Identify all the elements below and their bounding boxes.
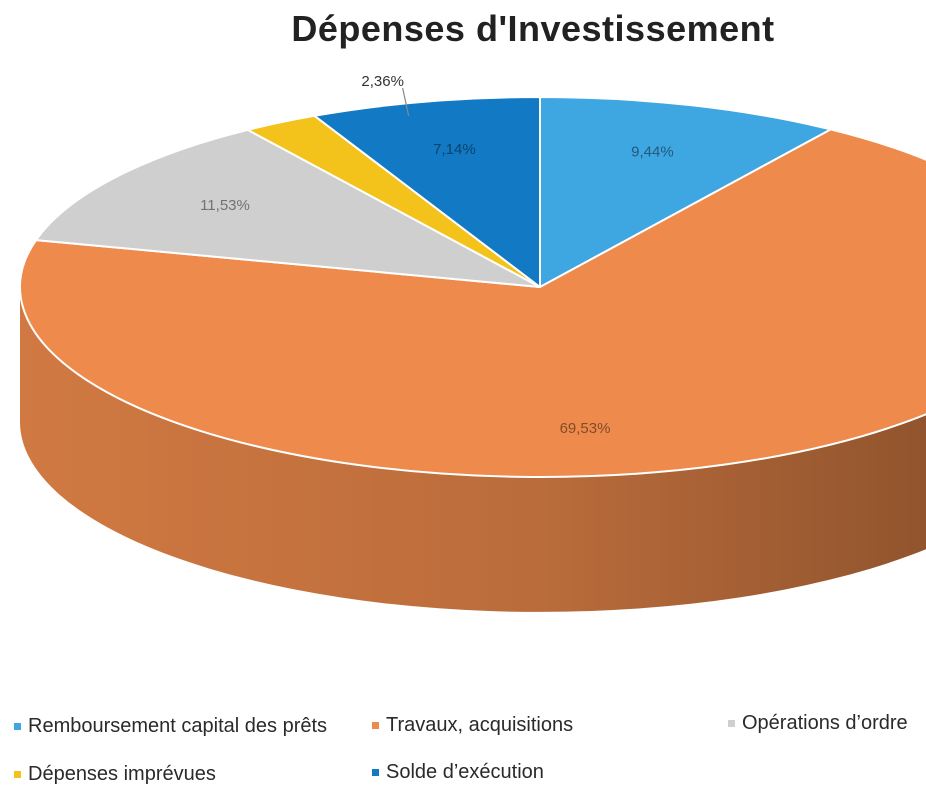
chart-title: Dépenses d'Investissement xyxy=(291,8,775,49)
pie-chart: 9,44% 69,53% 11,53% 2,36% 7,14% xyxy=(19,73,926,612)
legend-swatch-travaux xyxy=(372,722,379,729)
legend-swatch-remboursement xyxy=(14,723,21,730)
legend-item-solde: Solde d’exécution xyxy=(372,761,544,784)
legend-swatch-imprevues xyxy=(14,771,21,778)
leader-line-depenses-imprevues xyxy=(402,87,410,117)
legend-swatch-operations xyxy=(728,720,735,727)
legend-label-operations: Opérations d’ordre xyxy=(742,712,908,734)
data-label-depenses-imprevues: 2,36% xyxy=(361,73,404,90)
legend-item-operations: Opérations d’ordre xyxy=(728,712,908,735)
slice-side-travaux-acquisitions xyxy=(20,287,926,612)
legend-item-travaux: Travaux, acquisitions xyxy=(372,714,573,737)
data-label-travaux-acquisitions: 69,53% xyxy=(560,420,611,437)
legend-label-travaux: Travaux, acquisitions xyxy=(386,714,574,736)
legend-item-remboursement: Remboursement capital des prêts xyxy=(14,715,327,738)
legend-label-imprevues: Dépenses imprévues xyxy=(28,763,216,785)
legend-label-remboursement: Remboursement capital des prêts xyxy=(28,715,328,737)
legend-label-solde: Solde d’exécution xyxy=(386,761,544,783)
legend-swatch-solde xyxy=(372,769,379,776)
legend-item-imprevues: Dépenses imprévues xyxy=(14,763,216,786)
data-label-remboursement-capital-des-prets: 9,44% xyxy=(631,144,674,161)
slice-remboursement-capital-des-prets xyxy=(539,96,832,288)
data-label-solde-d-execution: 7,14% xyxy=(433,141,476,158)
slice-operations-d-ordre xyxy=(35,128,541,288)
slice-solde-d-execution xyxy=(313,96,541,288)
slice-travaux-acquisitions xyxy=(19,128,926,478)
data-label-operations-d-ordre: 11,53% xyxy=(200,197,250,214)
